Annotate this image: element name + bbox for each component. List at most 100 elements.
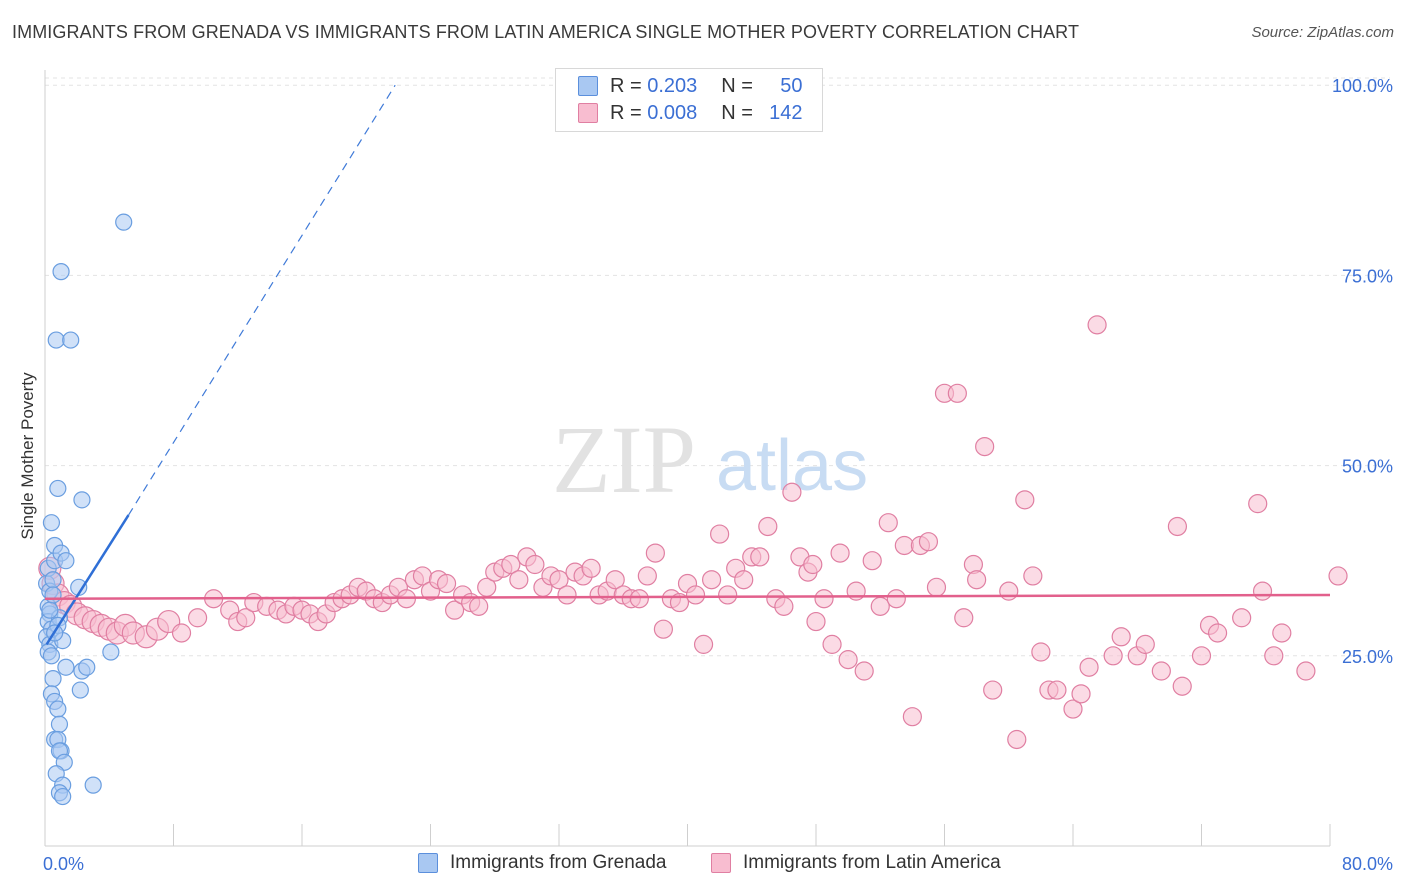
latin-america-point [806,611,826,632]
grenada-point [73,491,91,509]
legend-r-label: R = [610,101,642,124]
legend-r-label: R = [610,74,642,97]
latin-america-trend-line [44,593,1331,600]
grenada-point [52,263,70,281]
latin-america-point [862,551,882,571]
latin-america-point [894,535,914,556]
grid-lines [45,77,1390,657]
grenada-points [38,213,133,806]
latin-america-point [171,623,192,643]
latin-america-point [605,570,625,590]
chart-source: Source: ZipAtlas.com [1251,24,1394,41]
latin-america-point [1087,315,1107,335]
watermark: ZIP atlas [552,406,868,513]
grenada-point [41,601,59,619]
latin-america-point [557,585,577,605]
legend-r-value-latin-america: 0.008 [647,101,698,124]
latin-america-points [38,315,1348,750]
grenada-point [42,514,61,532]
legend-row-grenada: R = 0.203 N = 50 [578,73,803,99]
latin-america-point [947,383,967,403]
latin-america-point [693,634,714,654]
latin-america-point [236,608,256,628]
latin-america-point [734,570,754,590]
grenada-point [71,681,89,699]
latin-america-point [581,558,601,578]
stats-legend: R = 0.203 N = 50 R = 0.008 N = 142 [555,68,823,132]
x-tick-label: 80.0% [1342,854,1393,874]
latin-america-point [653,619,674,639]
latin-america-point [1151,661,1171,681]
grenada-point [78,658,96,676]
latin-america-point [1111,627,1131,647]
latin-america-point [758,516,778,537]
grenada-point [49,479,67,498]
y-tick-label: 100.0% [1332,76,1393,96]
latin-america-point [501,554,521,575]
latin-america-point [750,547,770,567]
latin-america-point [878,513,898,533]
latin-america-point [1071,684,1091,704]
tick-labels: 25.0% 50.0% 75.0% 100.0% 0.0% 80.0% [43,76,1393,874]
y-tick-label: 25.0% [1342,647,1393,667]
grenada-point [102,643,120,661]
trend-lines [44,84,1331,646]
latin-america-point [509,570,529,590]
latin-america-point [1264,646,1284,666]
latin-america-point [1252,581,1273,601]
legend-swatch-latin-america [578,103,598,123]
grenada-point [49,700,67,718]
latin-america-point [1031,642,1051,662]
latin-america-point [1232,608,1252,628]
latin-america-point [1079,657,1099,677]
latin-america-point [1296,661,1316,681]
legend-item-grenada[interactable]: Immigrants from Grenada [418,852,666,874]
latin-america-point [803,554,823,575]
latin-america-point [954,608,974,628]
grenada-point [50,715,69,733]
latin-america-point [1015,490,1035,510]
latin-america-point [469,596,489,616]
latin-america-point [1135,634,1155,654]
grenada-point [47,331,65,349]
latin-america-point [886,589,906,609]
latin-america-point [822,634,842,654]
legend-item-latin-america[interactable]: Immigrants from Latin America [711,852,1001,874]
latin-america-point [436,573,457,594]
latin-america-point [838,650,858,670]
legend-n-label: N = [721,74,753,97]
legend-r-value-grenada: 0.203 [647,74,698,97]
grenada-point [57,658,75,676]
latin-america-point [549,570,569,590]
latin-america-point [629,589,649,609]
grenada-point [44,670,62,688]
latin-america-point [782,482,802,502]
axes [44,70,1331,847]
latin-america-point [637,566,657,586]
latin-america-point [967,570,987,590]
legend-swatch-grenada [578,76,598,96]
legend-label-grenada: Immigrants from Grenada [450,852,667,873]
latin-america-point [983,680,1003,700]
legend-swatch-grenada [418,853,438,873]
latin-america-point [710,524,730,544]
latin-america-point [1047,680,1067,700]
latin-america-point [444,600,465,620]
grenada-point [42,647,61,665]
latin-america-point [902,707,922,727]
latin-america-point [718,585,738,605]
latin-america-point [1007,729,1027,750]
legend-n-value-latin-america: 142 [769,101,803,124]
series-legend: Immigrants from Grenada Immigrants from … [0,852,1406,878]
latin-america-point [1063,699,1083,719]
latin-america-point [1272,623,1292,643]
watermark-zip: ZIP [552,406,696,513]
latin-america-point [830,543,850,563]
latin-america-point [1103,646,1123,666]
latin-america-point [854,661,874,681]
y-tick-label: 75.0% [1342,266,1393,286]
latin-america-point [645,543,665,563]
x-tick-label: 0.0% [43,854,84,874]
grenada-trend-extension [128,84,396,516]
